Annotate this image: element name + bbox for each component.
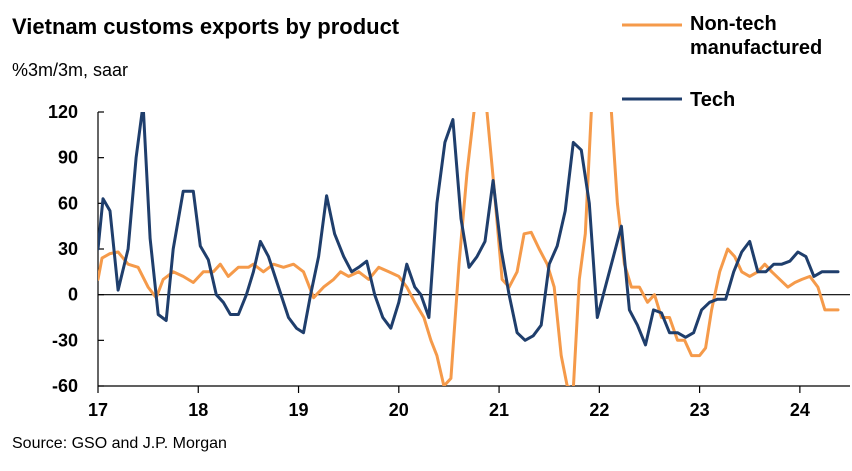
y-tick-label: 0 — [68, 285, 78, 305]
x-axis: 17 18 19 20 21 22 23 24 — [88, 294, 850, 420]
y-tick-label: 60 — [58, 193, 78, 213]
y-tick-label: -30 — [52, 330, 78, 350]
x-tick-label: 18 — [188, 400, 208, 420]
x-tick-label: 20 — [389, 400, 409, 420]
chart-title: Vietnam customs exports by product — [12, 14, 400, 39]
y-axis: -60 -30 0 30 60 90 120 — [48, 102, 104, 396]
x-tick-label: 17 — [88, 400, 108, 420]
legend-label: Tech — [690, 89, 735, 111]
y-tick-label: 30 — [58, 239, 78, 259]
legend-label: Non-tech — [690, 13, 777, 35]
x-tick-label: 21 — [489, 400, 509, 420]
legend-label: manufactured — [690, 37, 822, 59]
series-line-tech — [98, 112, 840, 347]
x-tick-label: 22 — [589, 400, 609, 420]
x-tick-label: 24 — [790, 400, 810, 420]
chart-subtitle: %3m/3m, saar — [12, 60, 129, 80]
y-tick-label: 90 — [58, 148, 78, 168]
y-tick-label: -60 — [52, 376, 78, 396]
series-layer — [98, 112, 840, 386]
x-tick-label: 23 — [690, 400, 710, 420]
x-tick-label: 19 — [289, 400, 309, 420]
y-tick-label: 120 — [48, 102, 78, 122]
series-line-non-tech — [98, 112, 840, 386]
chart-source: Source: GSO and J.P. Morgan — [12, 435, 227, 452]
